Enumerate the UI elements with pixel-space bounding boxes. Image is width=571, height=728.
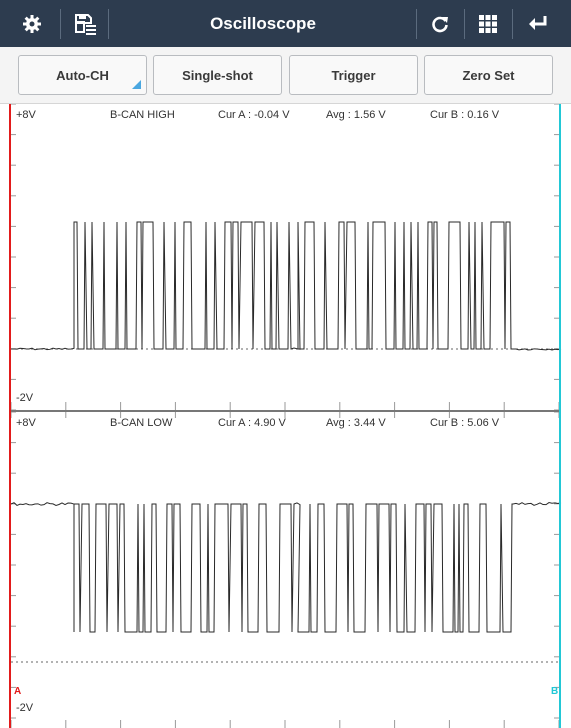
panel-separator: [10, 410, 560, 412]
ch1-waveform: [10, 221, 562, 351]
mode-button-bar: Auto-CH Single-shot Trigger Zero Set: [0, 47, 571, 104]
waveform-canvas: [10, 104, 562, 728]
ch2-cur-a: Cur A : 4.90 V: [218, 417, 286, 429]
single-shot-label: Single-shot: [182, 67, 253, 83]
oscilloscope-display[interactable]: +8V B-CAN HIGH Cur A : -0.04 V Avg : 1.5…: [0, 104, 571, 728]
grid-button[interactable]: [468, 6, 508, 41]
ch1-top-scale: +8V: [16, 109, 36, 121]
zero-set-button[interactable]: Zero Set: [424, 55, 553, 95]
back-icon: [529, 15, 547, 30]
cursor-a-line[interactable]: [9, 104, 11, 728]
ch2-waveform: [10, 502, 562, 633]
cursor-a-marker: A: [14, 686, 22, 697]
trigger-button[interactable]: Trigger: [289, 55, 418, 95]
refresh-icon: [432, 16, 448, 32]
ch2-name: B-CAN LOW: [110, 417, 173, 429]
toolbar-divider: [108, 9, 109, 39]
ch1-cur-b: Cur B : 0.16 V: [430, 109, 500, 121]
toolbar-divider: [464, 9, 465, 39]
gear-icon: [23, 14, 41, 33]
dropdown-corner-icon: [132, 80, 141, 89]
page-title: Oscilloscope: [210, 14, 316, 33]
ch1-name: B-CAN HIGH: [110, 109, 175, 121]
ch2-bottom-scale: -2V: [16, 702, 34, 714]
toolbar-divider: [512, 9, 513, 39]
ch1-avg: Avg : 1.56 V: [326, 109, 386, 121]
ch2-top-scale: +8V: [16, 417, 36, 429]
auto-ch-label: Auto-CH: [56, 67, 109, 83]
ch1-cur-a: Cur A : -0.04 V: [218, 109, 290, 121]
zero-set-label: Zero Set: [462, 67, 515, 83]
ch1-bottom-scale: -2V: [16, 392, 34, 404]
ch2-avg: Avg : 3.44 V: [326, 417, 386, 429]
save-button[interactable]: [66, 6, 106, 41]
trigger-label: Trigger: [331, 67, 376, 83]
top-toolbar: Oscilloscope: [0, 0, 571, 47]
cursor-b-marker: B: [551, 686, 559, 697]
toolbar-divider: [416, 9, 417, 39]
cursor-b-line[interactable]: [559, 104, 561, 728]
save-list-icon: [75, 13, 96, 35]
auto-ch-button[interactable]: Auto-CH: [18, 55, 147, 95]
ch2-cur-b: Cur B : 5.06 V: [430, 417, 500, 429]
grid-icon: [479, 14, 497, 33]
settings-button[interactable]: [12, 6, 52, 41]
refresh-button[interactable]: [420, 6, 460, 41]
back-button[interactable]: [518, 6, 558, 41]
single-shot-button[interactable]: Single-shot: [153, 55, 282, 95]
toolbar-divider: [60, 9, 61, 39]
